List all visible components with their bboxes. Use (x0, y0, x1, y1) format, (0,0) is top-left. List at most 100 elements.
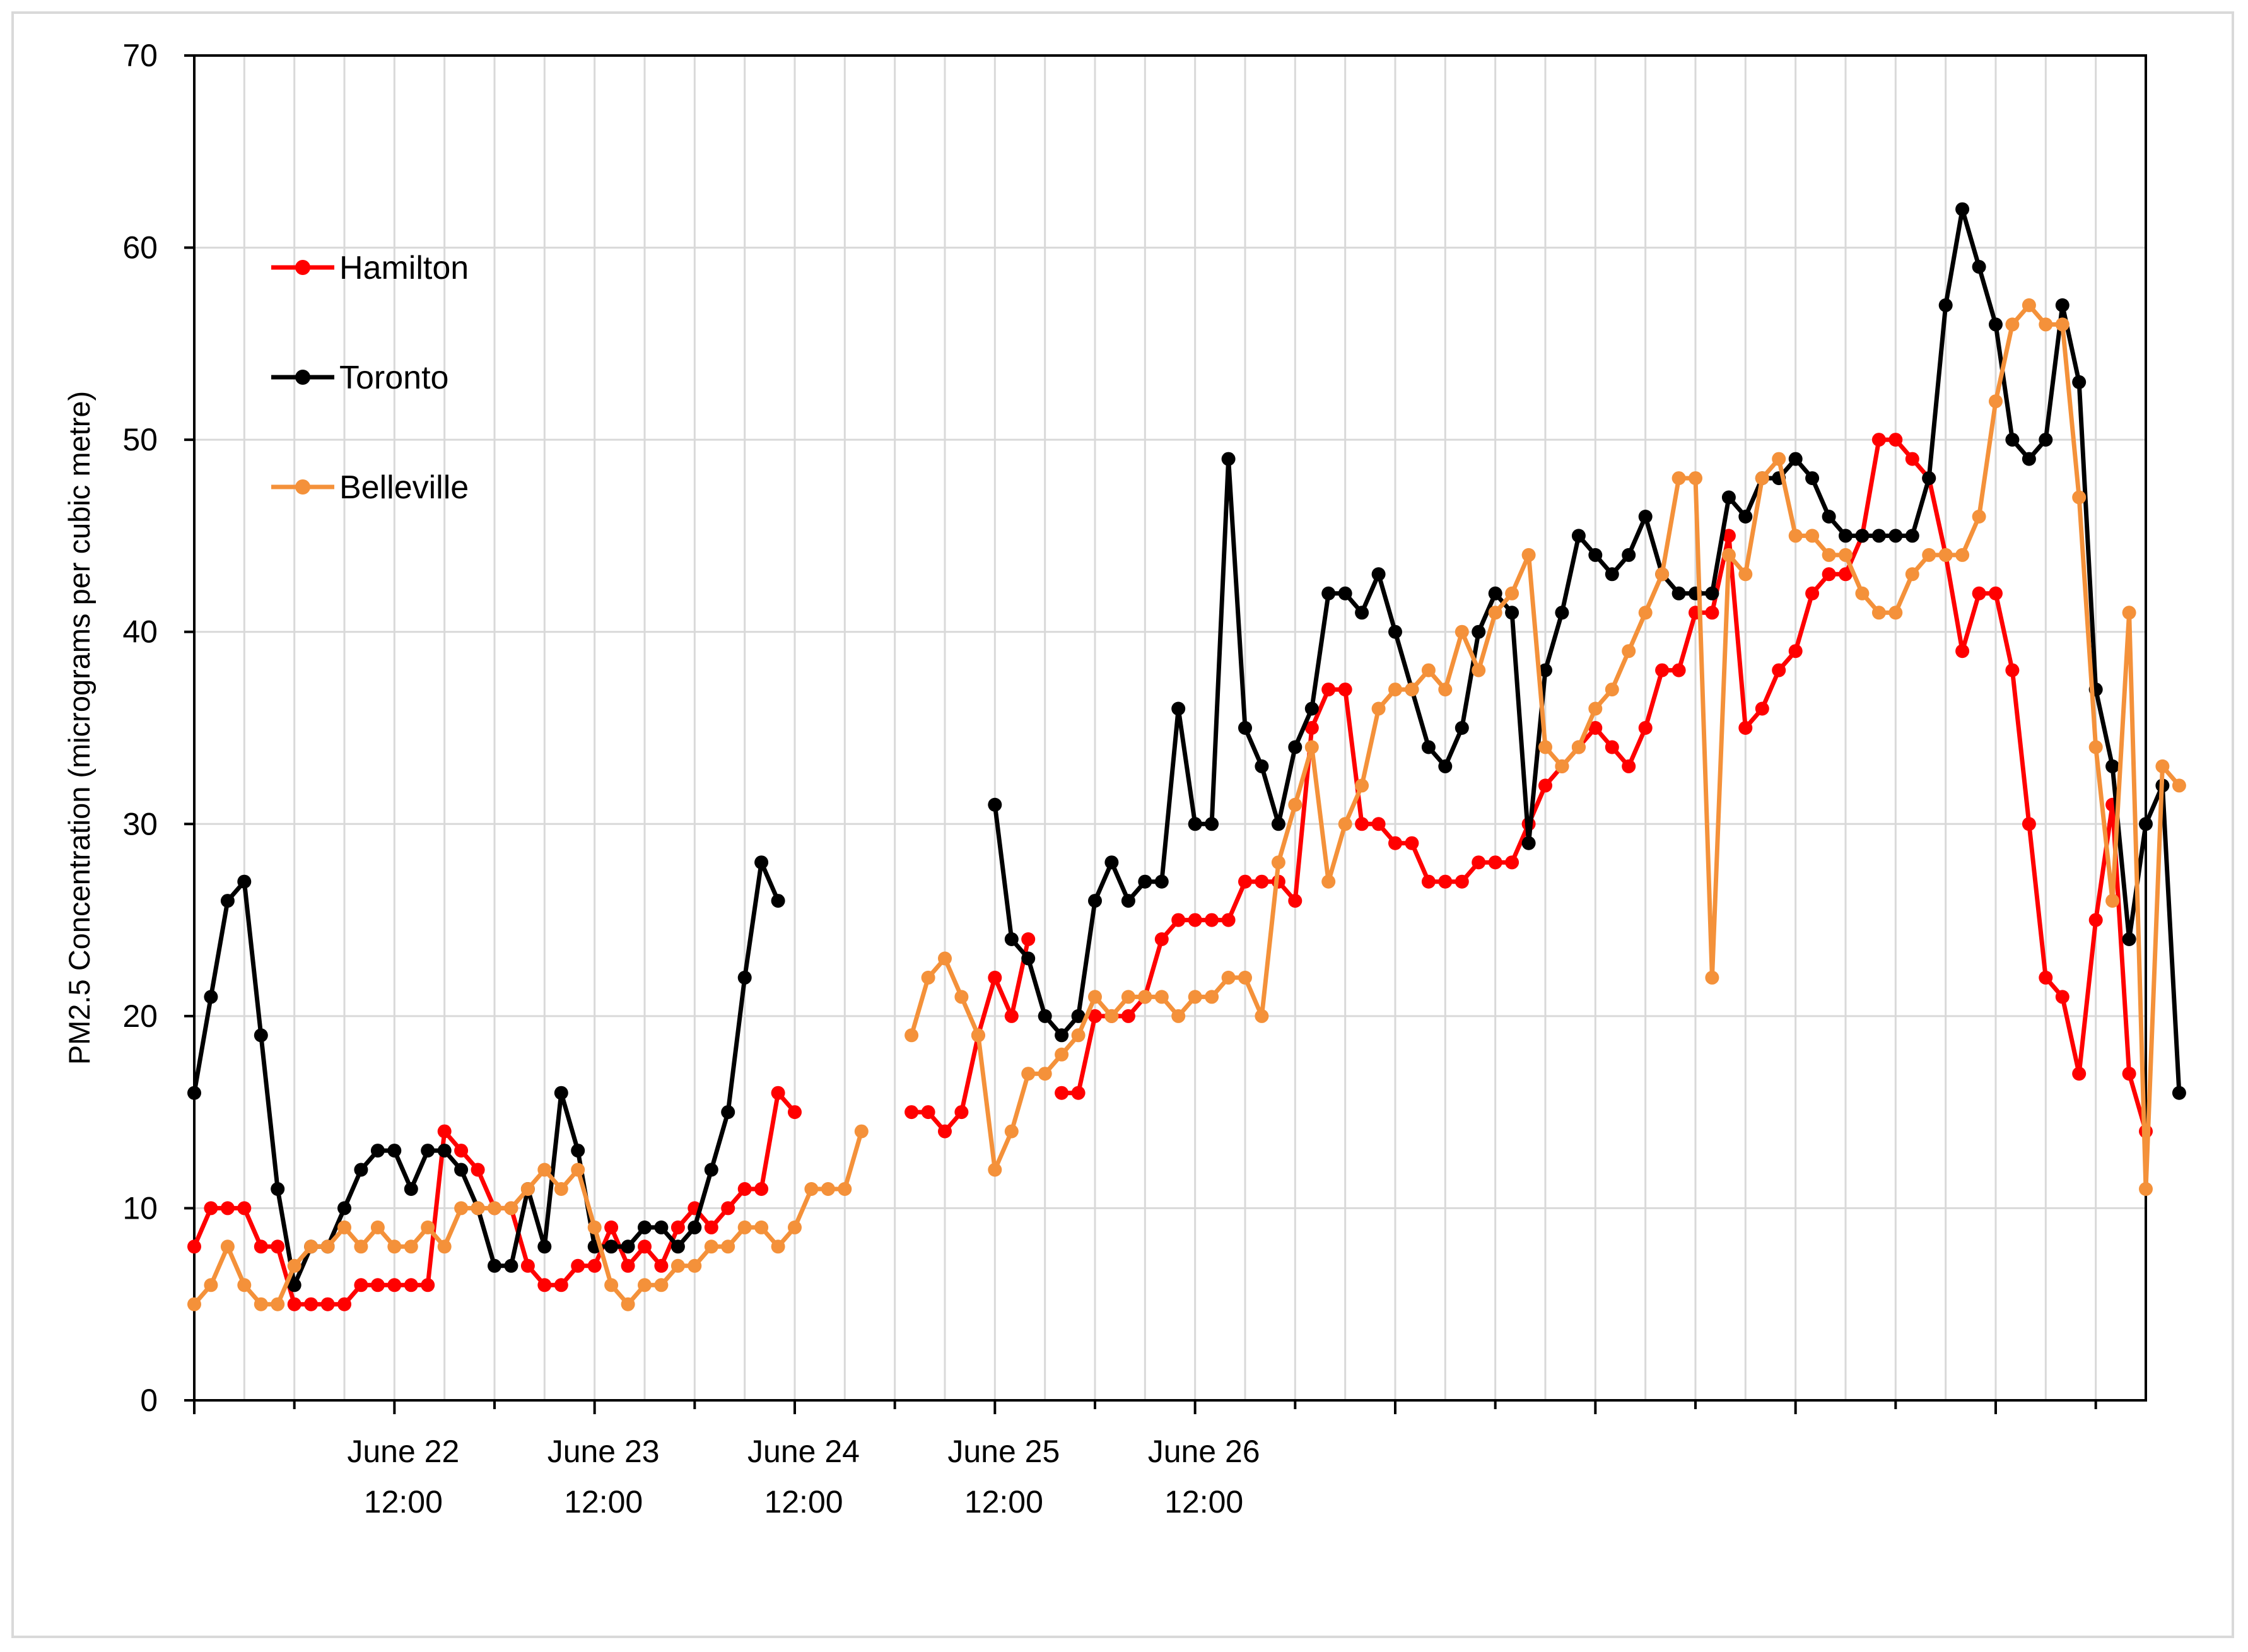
y-axis-label: PM2.5 Concentration (micrograms per cubi… (62, 391, 96, 1065)
data-point-toronto (504, 1258, 518, 1273)
data-point-hamilton (1538, 778, 1552, 793)
data-point-toronto (1922, 471, 1936, 486)
data-point-belleville (1922, 548, 1936, 562)
data-point-toronto (1888, 529, 1903, 543)
data-point-toronto (2022, 452, 2036, 466)
data-point-toronto (2055, 298, 2069, 312)
data-point-hamilton (1171, 913, 1186, 927)
x-tick-label-time: 12:00 (1164, 1484, 1243, 1520)
x-tick-label-date: June 24 (747, 1434, 860, 1469)
data-point-toronto (1038, 1009, 1052, 1023)
data-point-hamilton (320, 1297, 335, 1311)
x-tick-label-date: June 26 (1148, 1434, 1260, 1469)
data-point-hamilton (1622, 759, 1636, 773)
data-point-belleville (654, 1278, 669, 1292)
data-point-hamilton (554, 1278, 568, 1292)
data-point-belleville (2155, 759, 2170, 773)
data-point-hamilton (1788, 644, 1803, 659)
y-tick-label: 40 (122, 614, 158, 650)
data-point-belleville (838, 1182, 852, 1196)
data-point-belleville (821, 1182, 835, 1196)
data-point-hamilton (304, 1297, 319, 1311)
data-point-belleville (1538, 740, 1552, 754)
data-point-hamilton (1021, 932, 1036, 946)
data-point-hamilton (1888, 433, 1903, 447)
data-point-toronto (1288, 740, 1303, 754)
data-point-toronto (1121, 894, 1135, 908)
data-point-toronto (237, 874, 252, 889)
legend-marker-toronto (295, 370, 310, 385)
data-point-toronto (1955, 202, 1970, 216)
data-point-hamilton (1721, 529, 1736, 543)
data-point-belleville (921, 970, 935, 985)
data-point-belleville (1938, 548, 1953, 562)
data-point-belleville (1955, 548, 1970, 562)
data-point-toronto (688, 1220, 702, 1234)
y-tick-label: 70 (122, 38, 158, 73)
data-point-hamilton (1989, 586, 2003, 600)
data-point-belleville (1004, 1124, 1019, 1139)
data-point-belleville (304, 1239, 319, 1254)
data-point-hamilton (1655, 663, 1670, 677)
data-point-hamilton (721, 1201, 735, 1216)
data-point-hamilton (604, 1220, 619, 1234)
data-point-toronto (2072, 375, 2087, 389)
data-point-hamilton (1221, 913, 1236, 927)
data-point-belleville (571, 1163, 585, 1177)
data-point-hamilton (1255, 874, 1269, 889)
data-point-hamilton (904, 1105, 919, 1120)
data-point-toronto (1255, 759, 1269, 773)
data-point-hamilton (670, 1220, 685, 1234)
legend: Hamilton Toronto Belleville (271, 250, 469, 506)
data-point-belleville (988, 1163, 1002, 1177)
data-point-toronto (287, 1278, 301, 1292)
data-point-hamilton (1638, 721, 1653, 735)
data-point-belleville (504, 1201, 518, 1216)
data-point-belleville (454, 1201, 469, 1216)
chart-frame: 0 10 20 30 40 50 60 70 June 22 12:00 June 23 12:00 J… (11, 11, 2234, 1638)
data-point-toronto (1438, 759, 1453, 773)
data-point-toronto (1472, 624, 1486, 639)
series-line-belleville (192, 303, 2181, 1307)
data-point-belleville (2022, 298, 2036, 312)
x-tick-label-time: 12:00 (564, 1484, 643, 1520)
data-point-hamilton (737, 1182, 752, 1196)
legend-label-belleville: Belleville (339, 469, 469, 506)
data-point-hamilton (1955, 644, 1970, 659)
data-point-belleville (638, 1278, 652, 1292)
data-point-belleville (421, 1220, 435, 1234)
data-point-belleville (1622, 644, 1636, 659)
data-point-toronto (1972, 260, 1986, 274)
data-point-toronto (1505, 606, 1519, 620)
data-point-belleville (1405, 682, 1419, 697)
data-point-belleville (737, 1220, 752, 1234)
data-point-toronto (1538, 663, 1552, 677)
data-point-toronto (2122, 932, 2136, 946)
axis-layer: 0 10 20 30 40 50 60 70 June 22 12:00 June 23 12:00 J… (122, 38, 2097, 1520)
data-point-toronto (387, 1144, 402, 1158)
data-point-toronto (1638, 510, 1653, 524)
data-point-belleville (1255, 1009, 1269, 1023)
data-point-belleville (1205, 990, 1219, 1004)
data-point-belleville (1605, 682, 1619, 697)
data-point-hamilton (1505, 855, 1519, 870)
data-point-hamilton (2005, 663, 2020, 677)
data-point-toronto (621, 1239, 635, 1254)
data-point-hamilton (1772, 663, 1786, 677)
data-point-hamilton (1071, 1086, 1086, 1100)
data-point-belleville (2105, 894, 2120, 908)
data-point-belleville (320, 1239, 335, 1254)
data-point-hamilton (1205, 913, 1219, 927)
data-point-belleville (1188, 990, 1202, 1004)
data-point-toronto (1622, 548, 1636, 562)
data-point-belleville (1788, 529, 1803, 543)
data-point-toronto (1571, 529, 1586, 543)
data-point-hamilton (354, 1278, 368, 1292)
data-point-hamilton (1405, 836, 1419, 850)
data-point-toronto (1321, 586, 1336, 600)
data-point-hamilton (1588, 721, 1603, 735)
data-point-belleville (2055, 317, 2069, 332)
data-point-belleville (604, 1278, 619, 1292)
data-point-belleville (537, 1163, 552, 1177)
data-point-belleville (1839, 548, 1853, 562)
